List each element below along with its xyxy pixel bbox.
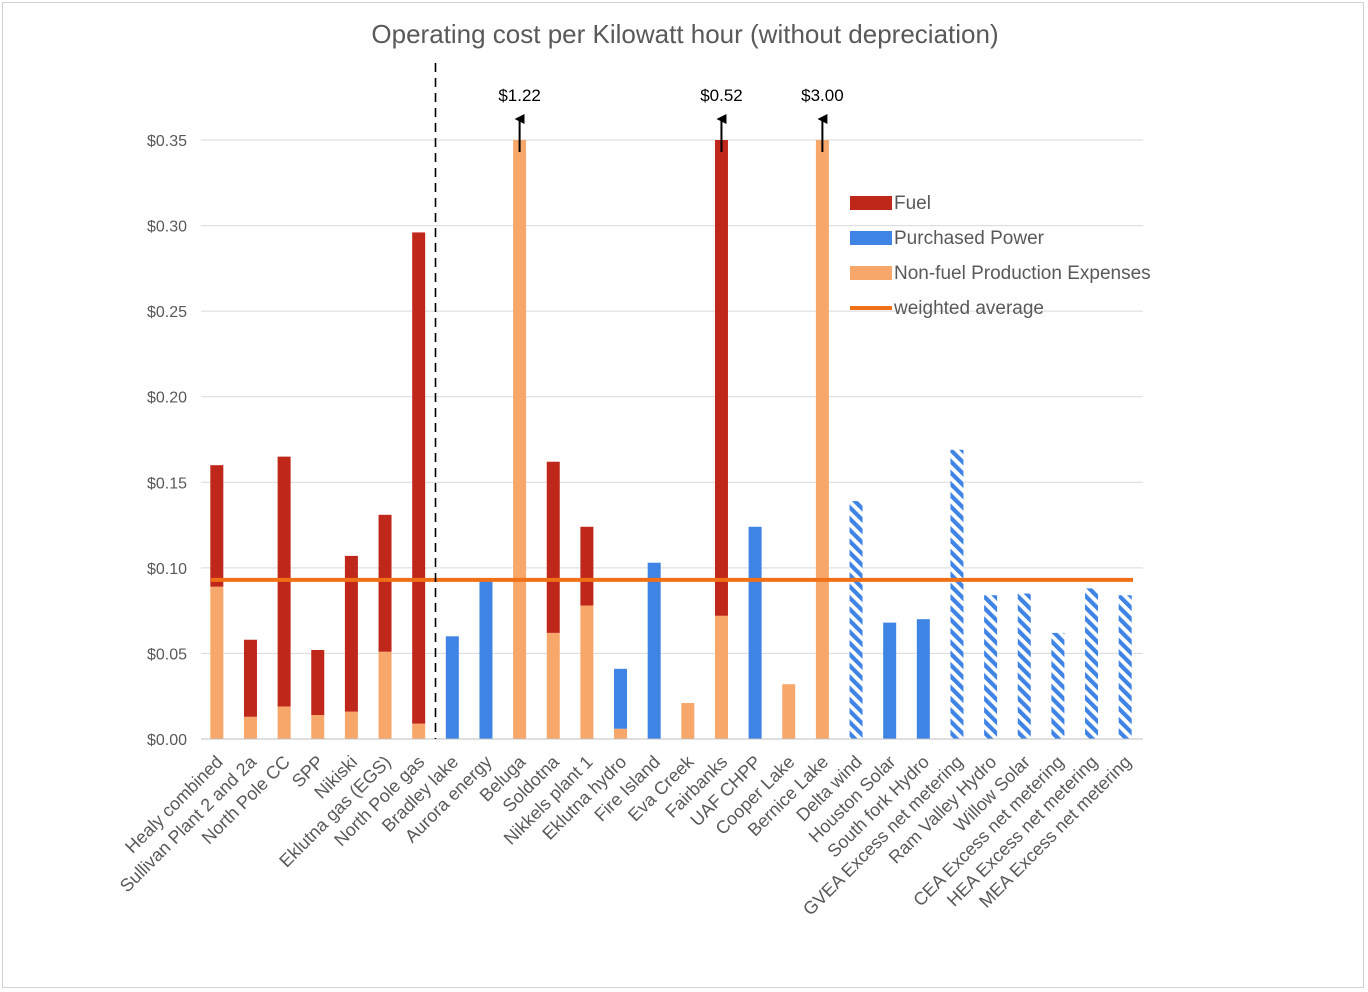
bar-purchased-power — [984, 595, 998, 739]
legend-label: Purchased Power — [894, 228, 1045, 249]
x-tick-label: Sullivan Plant 2 and 2a — [116, 751, 261, 896]
y-tick-label: $0.10 — [147, 561, 187, 578]
bar-purchased-power — [1017, 593, 1031, 739]
gridlines — [201, 139, 1143, 740]
y-tick-label: $0.30 — [147, 219, 187, 236]
bar-non-fuel-production-expenses — [311, 715, 325, 739]
bar-fuel — [412, 232, 426, 724]
bar-fuel — [714, 140, 728, 616]
bar-non-fuel-production-expenses — [277, 706, 291, 739]
bar-non-fuel-production-expenses — [378, 651, 392, 739]
bar-fuel — [243, 639, 257, 717]
bar-non-fuel-production-expenses — [243, 716, 257, 739]
bar-purchased-power — [916, 619, 930, 739]
bar-purchased-power — [445, 636, 459, 739]
overflow-value-label: $1.22 — [498, 86, 541, 105]
legend-label: weighted average — [893, 298, 1044, 319]
y-tick-label: $0.15 — [147, 475, 187, 492]
bars — [201, 140, 1143, 740]
bar-non-fuel-production-expenses — [815, 140, 829, 739]
bar-purchased-power — [479, 579, 493, 739]
bar-fuel — [210, 465, 224, 587]
y-tick-label: $0.25 — [147, 304, 187, 321]
bar-non-fuel-production-expenses — [513, 140, 527, 739]
bar-purchased-power — [849, 501, 863, 739]
bar-fuel — [546, 461, 560, 633]
legend-swatch — [850, 196, 892, 210]
legend-swatch — [850, 266, 892, 280]
annotations: $1.22 $0.52 $3.00 — [498, 86, 844, 152]
bar-purchased-power — [1051, 632, 1065, 739]
bar-fuel — [344, 555, 358, 712]
y-tick-label: $0.35 — [147, 133, 187, 150]
bar-fuel — [311, 650, 325, 716]
bar-purchased-power — [614, 668, 628, 729]
bar-purchased-power — [950, 449, 964, 739]
bar-non-fuel-production-expenses — [782, 684, 796, 739]
bar-non-fuel-production-expenses — [344, 711, 358, 739]
bar-non-fuel-production-expenses — [210, 586, 224, 739]
bar-non-fuel-production-expenses — [580, 605, 594, 739]
bar-non-fuel-production-expenses — [412, 723, 426, 739]
bar-non-fuel-production-expenses — [714, 615, 728, 739]
bar-purchased-power — [748, 526, 762, 739]
legend-label: Non-fuel Production Expenses — [894, 263, 1151, 284]
overflow-value-label: $0.52 — [700, 86, 743, 105]
bar-purchased-power — [1085, 588, 1099, 739]
legend: Fuel Purchased Power Non-fuel Production … — [850, 193, 1151, 319]
bar-non-fuel-production-expenses — [546, 632, 560, 739]
bar-non-fuel-production-expenses — [681, 703, 695, 739]
overflow-value-label: $3.00 — [801, 86, 844, 105]
bar-fuel — [580, 526, 594, 606]
y-tick-label: $0.05 — [147, 646, 187, 663]
y-tick-label: $0.00 — [147, 732, 187, 749]
legend-label: Fuel — [894, 193, 931, 214]
bar-purchased-power — [883, 622, 897, 739]
bar-purchased-power — [1118, 595, 1132, 739]
y-tick-label: $0.20 — [147, 390, 187, 407]
chart-svg: Operating cost per Kilowatt hour (withou… — [116, 19, 1151, 919]
y-axis-ticks: $0.00 $0.05 $0.10 $0.15 $0.20 $0.25 $0.30 $0.35 — [147, 133, 187, 749]
chart-title: Operating cost per Kilowatt hour (withou… — [371, 19, 998, 49]
bar-fuel — [378, 514, 392, 652]
bar-purchased-power — [647, 562, 661, 739]
legend-swatch — [850, 231, 892, 245]
bar-non-fuel-production-expenses — [614, 728, 628, 739]
